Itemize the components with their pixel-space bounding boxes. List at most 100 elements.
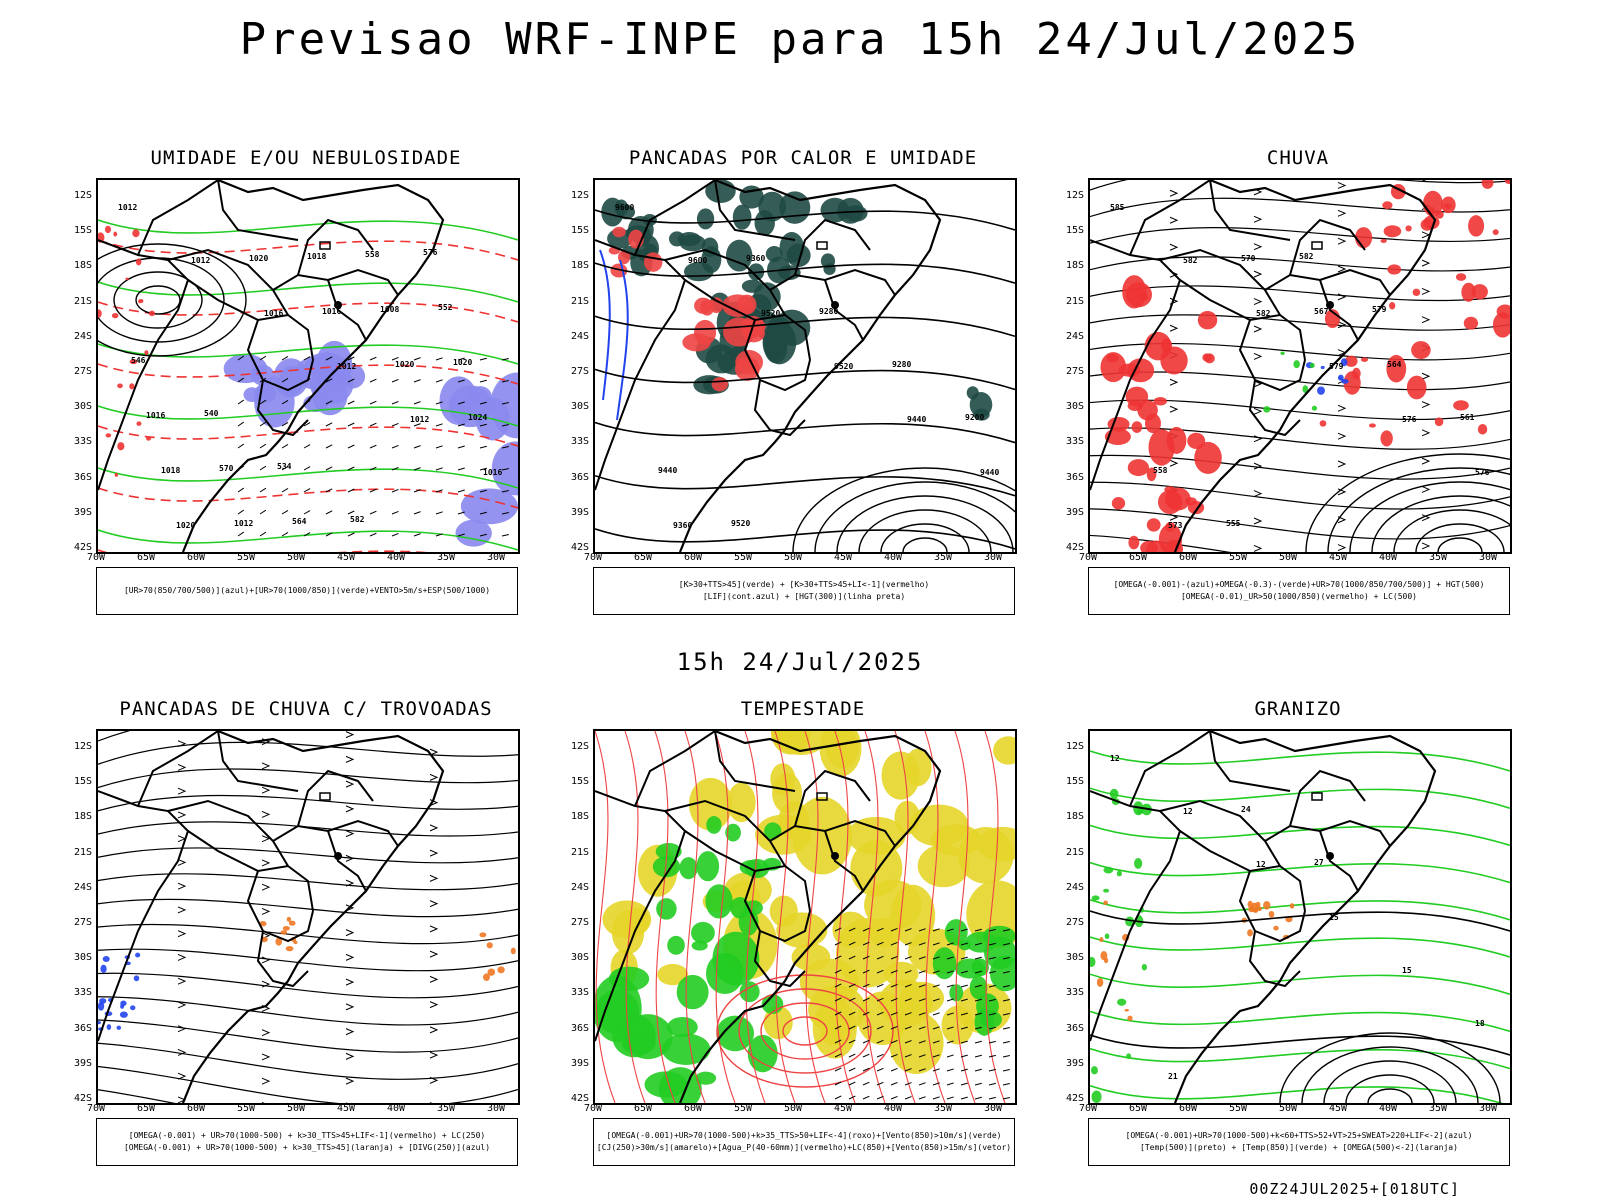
contour-label: 1012 <box>234 519 253 528</box>
lon-label: 55W <box>236 1103 256 1114</box>
lat-label: 15S <box>570 225 589 237</box>
lat-label: 30S <box>1065 401 1084 413</box>
contour-label: 534 <box>277 462 292 471</box>
lat-label: 27S <box>570 366 589 377</box>
contour-label: 9440 <box>980 468 999 477</box>
lat-label: 15S <box>1065 225 1084 237</box>
lat-label: 15S <box>73 776 92 788</box>
lat-label: 21S <box>73 295 92 307</box>
lon-label: 35W <box>933 552 953 563</box>
contour-label: 1012 <box>118 203 137 212</box>
map-canvas <box>595 731 1015 1103</box>
lat-label: 24S <box>1065 330 1084 342</box>
lat-label: 36S <box>1065 471 1084 483</box>
legend-caption-line: [OMEGA(-0.001)-(azul)+OMEGA(-0.3)-(verde… <box>1113 580 1485 589</box>
lat-label: 21S <box>73 846 92 858</box>
footer-stamp: 00Z24JUL2025+[018UTC] <box>1249 1180 1460 1198</box>
contour-label: 558 <box>1153 466 1168 475</box>
lon-label: 40W <box>386 552 406 563</box>
contour-label: 18 <box>1475 1019 1485 1028</box>
lon-label: 35W <box>933 1103 953 1114</box>
contour-label: 564 <box>1387 360 1402 369</box>
lat-label: 12S <box>570 190 589 201</box>
contour-label: 1016 <box>322 307 341 316</box>
lon-label: 50W <box>1278 552 1298 563</box>
map-panel <box>593 729 1017 1105</box>
mid-title: 15h 24/Jul/2025 <box>676 648 924 676</box>
legend-caption-line: [Temp(500)](preto) + [Temp(850)](verde) … <box>1140 1143 1458 1152</box>
lon-label: 70W <box>86 552 106 563</box>
panel-title: PANCADAS POR CALOR E UMIDADE <box>628 147 978 169</box>
legend-caption: [UR>70(850/700/500)](azul)+[UR>70(1000/8… <box>96 567 518 615</box>
legend-caption: [OMEGA(-0.001)+UR>70(1000-500)+k<60+TTS>… <box>1088 1118 1510 1166</box>
contour-label: 9600 <box>688 256 707 265</box>
lat-label: 27S <box>1065 917 1084 928</box>
lat-label: 18S <box>1065 811 1084 823</box>
lon-label: 55W <box>236 552 256 563</box>
contour-label: 1012 <box>410 415 429 424</box>
contour-label: 1024 <box>468 413 487 422</box>
lon-label: 45W <box>1328 1103 1348 1114</box>
contour-label: 570 <box>1241 254 1256 263</box>
contour-label: 1018 <box>307 252 326 261</box>
contour-label: 579 <box>1329 362 1344 371</box>
lat-label: 27S <box>1065 366 1084 377</box>
legend-caption-line: [LIF](cont.azul) + [HGT(300)](linha pret… <box>702 592 906 601</box>
lon-label: 70W <box>1078 1103 1098 1114</box>
map-canvas: 9600 9600 9520 9520 9440 9440 9360 9360 9280 9280… <box>595 180 1015 552</box>
contour-label: 582 <box>1256 309 1271 318</box>
lat-label: 36S <box>73 471 92 483</box>
lon-label: 30W <box>983 1103 1003 1114</box>
contour-label: 546 <box>131 356 146 365</box>
contour-label: 12 <box>1183 807 1193 816</box>
lat-label: 33S <box>570 987 589 999</box>
lat-label: 42S <box>73 1093 92 1104</box>
map-panel <box>96 729 520 1105</box>
map-panel: 12 12 12 15 15 18 21 24 27 <box>1088 729 1512 1105</box>
lat-label: 21S <box>570 295 589 307</box>
lon-label: 65W <box>136 552 156 563</box>
contour-label: 558 <box>365 250 380 259</box>
lat-label: 15S <box>1065 776 1084 788</box>
contour-label: 12 <box>1110 754 1120 763</box>
main-title: Previsao WRF-INPE para 15h 24/Jul/2025 <box>239 14 1361 65</box>
lat-label: 36S <box>73 1022 92 1034</box>
lat-label: 21S <box>570 846 589 858</box>
lon-label: 45W <box>336 552 356 563</box>
legend-caption-line: [OMEGA(-0.001) + UR>70(1000-500) + k>30_… <box>123 1143 491 1152</box>
lon-label: 60W <box>186 552 206 563</box>
lon-label: 65W <box>1128 552 1148 563</box>
contour-label: 1020 <box>249 254 268 263</box>
lon-label: 45W <box>833 1103 853 1114</box>
lon-label: 40W <box>386 1103 406 1114</box>
lat-label: 39S <box>73 506 92 518</box>
lat-label: 12S <box>73 741 92 752</box>
lat-label: 27S <box>73 366 92 377</box>
contour-label: 555 <box>1226 519 1241 528</box>
contour-label: 9280 <box>892 360 911 369</box>
contour-label: 582 <box>1183 256 1198 265</box>
lon-label: 30W <box>983 552 1003 563</box>
lon-label: 50W <box>1278 1103 1298 1114</box>
lat-label: 33S <box>1065 436 1084 448</box>
legend-caption-line: [OMEGA(-0.01)_UR>50(1000/850)(vermelho) … <box>1180 592 1417 601</box>
lon-label: 65W <box>633 1103 653 1114</box>
lat-label: 30S <box>73 401 92 413</box>
panel-title: GRANIZO <box>1254 698 1342 720</box>
lon-label: 50W <box>286 1103 306 1114</box>
contour-label: 9440 <box>658 466 677 475</box>
lon-label: 60W <box>683 1103 703 1114</box>
contour-label: 9520 <box>731 519 750 528</box>
legend-caption-line: [UR>70(850/700/500)](azul)+[UR>70(1000/8… <box>123 586 491 595</box>
lon-label: 35W <box>1428 1103 1448 1114</box>
lat-label: 24S <box>570 330 589 342</box>
lon-label: 60W <box>186 1103 206 1114</box>
lat-label: 33S <box>1065 987 1084 999</box>
panel-title: PANCADAS DE CHUVA C/ TROVOADAS <box>119 698 493 720</box>
lat-label: 24S <box>570 881 589 893</box>
contour-label: 1012 <box>337 362 356 371</box>
legend-caption-line: [CJ(250)>30m/s](amarelo)+[Agua_P(40-60mm… <box>596 1143 1012 1152</box>
lon-label: 45W <box>336 1103 356 1114</box>
lat-label: 33S <box>73 987 92 999</box>
contour-label: 567 <box>1314 307 1329 316</box>
